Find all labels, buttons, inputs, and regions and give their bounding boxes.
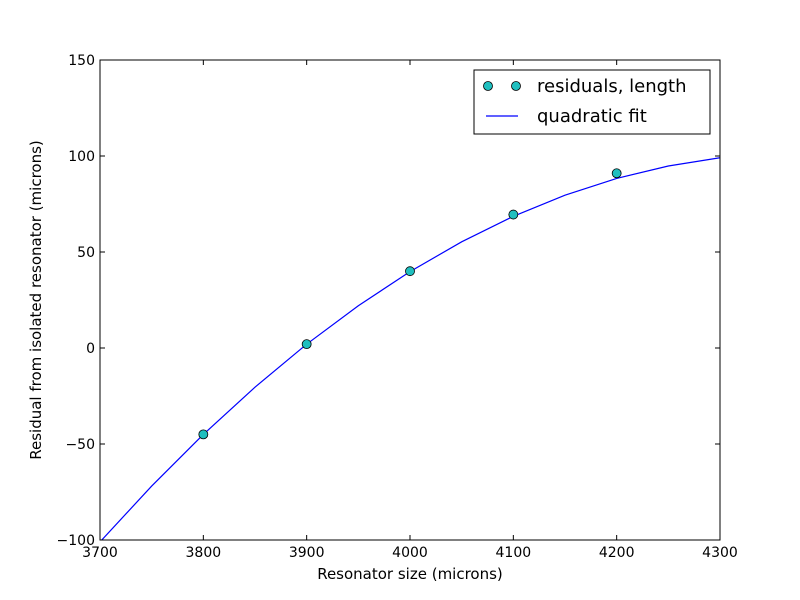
- x-tick-label: 3900: [289, 545, 325, 561]
- y-tick-label: −100: [57, 533, 95, 549]
- y-tick-label: 0: [86, 341, 95, 357]
- x-tick-label: 4000: [392, 545, 428, 561]
- x-tick-label: 3800: [186, 545, 222, 561]
- y-tick-label: 50: [77, 245, 95, 261]
- y-axis-label: Residual from isolated resonator (micron…: [27, 140, 45, 460]
- legend-label-residuals: residuals, length: [537, 76, 687, 97]
- x-tick-label: 4300: [702, 545, 738, 561]
- legend: residuals, length quadratic fit: [473, 69, 711, 135]
- y-tick-label: 100: [68, 149, 95, 165]
- data-point-residual: [405, 266, 415, 277]
- y-tick-label: 150: [68, 53, 95, 69]
- data-point-residual: [301, 339, 312, 350]
- x-axis-label: Resonator size (microns): [317, 565, 503, 583]
- legend-marker-residuals-left: [483, 81, 493, 91]
- plot-area: [100, 60, 720, 540]
- legend-marker-residuals-right: [511, 81, 521, 91]
- x-tick-label: 3700: [82, 545, 118, 561]
- legend-frame: [473, 69, 711, 135]
- y-tick-label: −50: [65, 437, 95, 453]
- plot-frame: [99, 59, 721, 541]
- data-point-residual: [508, 209, 519, 220]
- data-point-residual: [198, 429, 209, 440]
- x-tick-label: 4200: [599, 545, 635, 561]
- x-tick-label: 4100: [496, 545, 532, 561]
- data-point-residual: [611, 168, 622, 179]
- legend-label-quadratic-fit: quadratic fit: [537, 106, 647, 127]
- series-layer: [100, 157, 720, 540]
- tick-labels-layer: 3700 3800 3900 4000 4100 4200 4300 −100 −50 0 50 10…: [57, 53, 738, 561]
